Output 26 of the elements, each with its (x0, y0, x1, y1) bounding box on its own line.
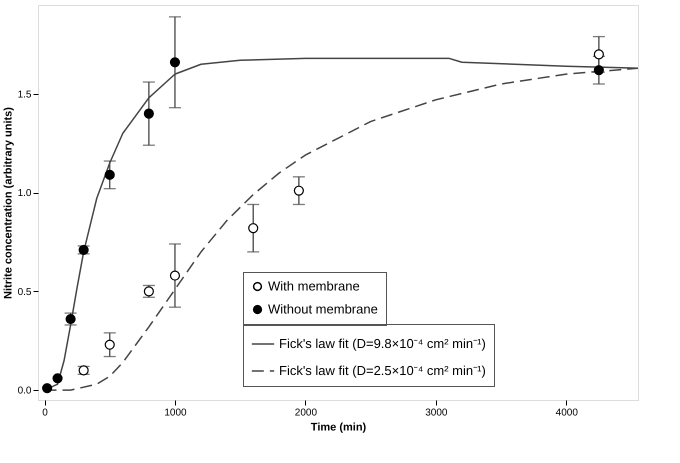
y-tick-label: 0.0 (18, 386, 32, 397)
x-tick-label: 1000 (164, 408, 188, 418)
x-tick-label: 0 (42, 408, 48, 418)
legend-label: Without membrane (268, 302, 378, 316)
point (104, 170, 115, 180)
point (104, 340, 115, 350)
point (594, 49, 604, 60)
point (594, 65, 604, 76)
x-tick-label: 3000 (425, 408, 448, 418)
y-axis-title: Nitrite concentration (arbitrary units) (2, 106, 15, 299)
point (42, 383, 52, 394)
point (170, 57, 180, 68)
x-tick-label: 4000 (556, 408, 578, 418)
y-tick-label: 1.0 (18, 188, 32, 200)
legend-label: Fick's law fit (D=9.8×10⁻⁴ cm² min⁻¹) (279, 336, 486, 351)
y-tick-label: 1.5 (18, 89, 32, 100)
legend-label: With membrane (268, 278, 360, 294)
point (170, 270, 180, 281)
x-tick-label: 2000 (294, 408, 318, 418)
x-axis-title: Time (min) (310, 422, 367, 434)
point (248, 223, 258, 234)
point (294, 186, 304, 196)
point (144, 108, 154, 119)
y-tick-label: 0.5 (18, 286, 32, 298)
legend-label: Fick's law fit (D=2.5×10⁻⁴ cm² min⁻¹) (279, 363, 486, 378)
point (52, 373, 63, 384)
